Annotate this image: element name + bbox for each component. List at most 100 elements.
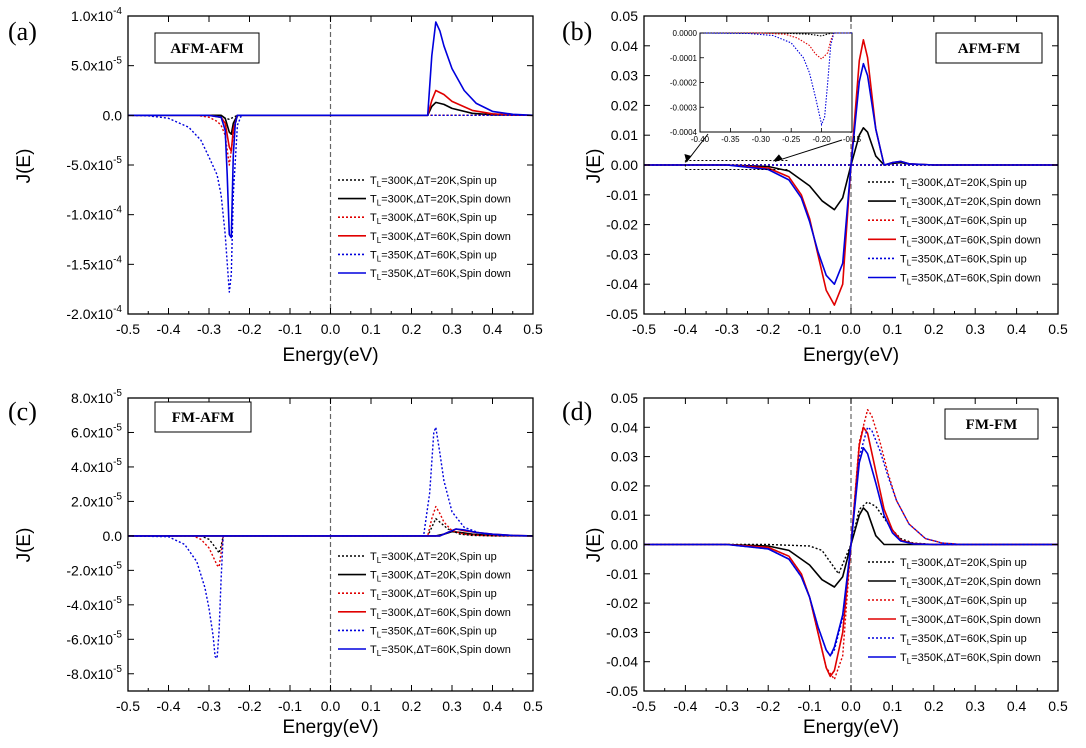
- inset-x-tick-label: -0.40: [691, 135, 710, 144]
- x-tick-label: -0.2: [756, 321, 780, 337]
- y-axis-title: J(E): [584, 528, 605, 563]
- series-group: [128, 426, 533, 659]
- legend-text: TL=300K,ΔT=60K,Spin up: [900, 215, 1027, 229]
- legend-text: TL=300K,ΔT=20K,Spin down: [900, 196, 1041, 210]
- x-tick-label: -0.4: [156, 698, 180, 714]
- series-line-2: [644, 127, 1058, 211]
- panel-letter: (c): [8, 397, 37, 426]
- inset-plot: -0.40 -0.35 -0.30 -0.25 -0.20 -0.15 0.0000 -0.0…: [670, 29, 862, 144]
- x-tick-label: -0.1: [278, 698, 302, 714]
- y-axis-title: J(E): [584, 149, 605, 184]
- y-tick-label: 0.0: [103, 528, 123, 544]
- y-tick-label: 0.00: [611, 157, 638, 173]
- inset-y-tick-label: 0.0000: [673, 29, 698, 38]
- panel-label-text: AFM-AFM: [170, 41, 243, 57]
- inset-x-tick-label: -0.30: [752, 135, 771, 144]
- x-tick-label: 0.0: [321, 698, 341, 714]
- panel-label-text: FM-FM: [966, 417, 1018, 433]
- y-tick-label: -2.0x10-4: [66, 304, 122, 322]
- x-tick-label: 0.3: [442, 698, 462, 714]
- y-tick-label: 0.03: [611, 68, 638, 84]
- legend-text: TL=300K,ΔT=60K,Spin up: [900, 595, 1027, 609]
- inset-frame: [699, 32, 853, 133]
- y-tick-label: 2.0x10-5: [71, 491, 122, 509]
- arrowhead-icon: [684, 154, 692, 163]
- series-group: [128, 21, 533, 293]
- y-tick-label: 0.05: [611, 390, 638, 406]
- y-tick-label: -4.0x10-5: [66, 595, 122, 613]
- y-tick-label: 0.03: [611, 449, 638, 465]
- y-tick-label: -8.0x10-5: [66, 664, 122, 682]
- y-axis-title: J(E): [14, 149, 35, 184]
- y-tick-label: -0.01: [606, 187, 638, 203]
- y-tick-label: 6.0x10-5: [71, 422, 122, 440]
- legend-text: TL=300K,ΔT=20K,Spin up: [900, 557, 1027, 571]
- y-tick-label: -0.05: [606, 683, 638, 699]
- x-tick-label: -0.5: [116, 321, 140, 337]
- legend-text: TL=300K,ΔT=60K,Spin up: [370, 212, 497, 226]
- x-tick-label: -0.3: [197, 321, 221, 337]
- y-tick-label: -2.0x10-5: [66, 560, 122, 578]
- legend-text: TL=300K,ΔT=20K,Spin up: [370, 551, 497, 565]
- y-tick-label: 0.00: [611, 537, 638, 553]
- series-line-1: [644, 501, 1058, 575]
- x-tick-label: 0.1: [361, 698, 381, 714]
- x-tick-label: -0.5: [632, 321, 656, 337]
- x-tick-label: -0.1: [278, 321, 302, 337]
- y-tick-label: 0.04: [611, 38, 638, 54]
- y-tick-label: 0.02: [611, 97, 638, 113]
- x-tick-label: -0.5: [116, 698, 140, 714]
- y-tick-label: -5.0x10-5: [66, 155, 122, 173]
- panel-letter: (a): [8, 17, 37, 46]
- panel-label-box: [154, 32, 260, 64]
- y-tick-label: 0.02: [611, 478, 638, 494]
- series-line-6: [128, 528, 533, 537]
- x-tick-label: -0.2: [756, 698, 780, 714]
- x-axis-title: Energy(eV): [282, 345, 378, 366]
- y-tick-label: -0.04: [606, 276, 638, 292]
- panel-label-text: FM-AFM: [172, 410, 234, 426]
- series-group: [644, 38, 1058, 306]
- inset-arrow-right: [774, 139, 843, 162]
- legend: TL=300K,ΔT=20K,Spin up TL=300K,ΔT=20K,Spi…: [338, 175, 511, 282]
- x-tick-label: -0.1: [798, 698, 822, 714]
- inset-series-1: [700, 32, 852, 37]
- x-tick-label: -0.3: [715, 321, 739, 337]
- legend: TL=300K,ΔT=20K,Spin up TL=300K,ΔT=20K,Spi…: [338, 551, 511, 658]
- legend-text: TL=350K,ΔT=60K,Spin up: [900, 253, 1027, 267]
- y-tick-label: -0.02: [606, 217, 638, 233]
- y-tick-label: 1.0x10-4: [71, 6, 122, 24]
- series-line-6: [644, 62, 1058, 286]
- inset-y-tick-label: -0.0001: [670, 54, 698, 63]
- legend-text: TL=350K,ΔT=60K,Spin up: [900, 633, 1027, 647]
- x-axis-title: Energy(eV): [282, 717, 378, 738]
- y-tick-label: 8.0x10-5: [71, 388, 122, 406]
- y-tick-label: -0.01: [606, 566, 638, 582]
- chart-panel-4: -0.5 -0.4 -0.3 -0.2 -0.1 0.0 0.1 0.2 0.3 0.4 0.5 0.…: [562, 390, 1068, 738]
- x-tick-label: 0.4: [483, 321, 503, 337]
- series-line-6: [128, 21, 533, 239]
- chart-panel-1: -0.5 -0.4 -0.3 -0.2 -0.1 0.0 0.1 0.2 0.3 0.4 0.5 1.…: [8, 6, 543, 366]
- legend-text: TL=300K,ΔT=60K,Spin down: [900, 234, 1041, 248]
- inset-y-tick-label: -0.0002: [670, 79, 698, 88]
- x-tick-label: -0.3: [197, 698, 221, 714]
- x-tick-label: 0.0: [841, 321, 861, 337]
- x-axis-title: Energy(eV): [803, 717, 899, 738]
- legend-text: TL=350K,ΔT=60K,Spin up: [370, 249, 497, 263]
- legend: TL=300K,ΔT=20K,Spin up TL=300K,ΔT=20K,Spi…: [868, 557, 1041, 666]
- y-tick-label: -0.03: [606, 246, 638, 262]
- x-tick-label: 0.5: [1048, 321, 1068, 337]
- panel-letter: (d): [562, 397, 592, 426]
- y-tick-label: 5.0x10-5: [71, 56, 122, 74]
- x-tick-label: -0.2: [237, 698, 261, 714]
- x-tick-label: -0.3: [715, 698, 739, 714]
- panel-label-box: [935, 32, 1043, 64]
- legend-text: TL=300K,ΔT=20K,Spin down: [370, 570, 511, 584]
- chart-panel-2: -0.5 -0.4 -0.3 -0.2 -0.1 0.0 0.1 0.2 0.3 0.4 0.5 0.…: [562, 8, 1068, 366]
- y-tick-label: -1.0x10-4: [66, 205, 122, 223]
- legend-text: TL=350K,ΔT=60K,Spin down: [370, 644, 511, 658]
- x-tick-label: 0.1: [883, 321, 903, 337]
- x-tick-label: -0.2: [237, 321, 261, 337]
- panel-label-box: [154, 401, 252, 433]
- legend-text: TL=350K,ΔT=60K,Spin down: [900, 652, 1041, 666]
